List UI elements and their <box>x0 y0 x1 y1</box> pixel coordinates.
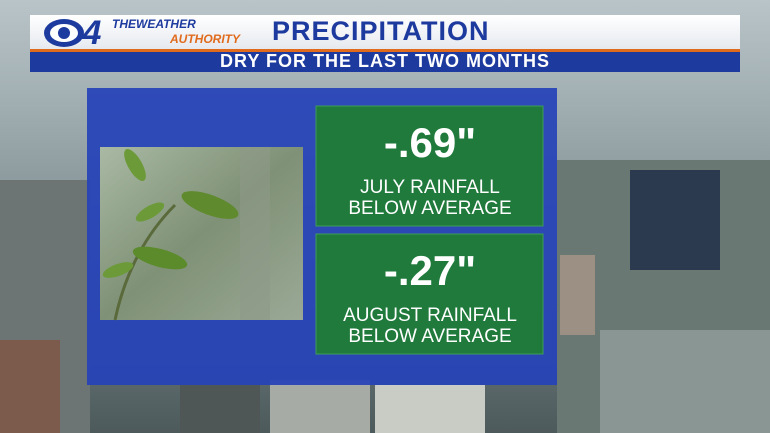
stat-box <box>315 105 544 227</box>
logo-line: AUTHORITY <box>169 32 241 46</box>
stat-label: BELOW AVERAGE <box>348 326 511 347</box>
title-stripe <box>30 49 740 52</box>
stat-label: AUGUST RAINFALL <box>343 305 517 326</box>
logo-line: THEWEATHER <box>112 17 196 31</box>
stat-label: BELOW AVERAGE <box>348 198 511 219</box>
title-bar <box>30 15 740 51</box>
stat-label: JULY RAINFALL <box>360 177 500 198</box>
cityscape <box>0 160 770 433</box>
stat-value: -.27" <box>384 247 476 294</box>
subtitle-bar <box>30 52 740 72</box>
title: PRECIPITATION <box>272 16 490 46</box>
stat-value: -.69" <box>384 119 476 166</box>
logo: 4 THEWEATHER AUTHORITY <box>44 14 241 52</box>
stat-box <box>315 233 544 355</box>
channel-number: 4 <box>82 14 102 52</box>
photo <box>100 147 303 321</box>
subtitle: DRY FOR THE LAST TWO MONTHS <box>220 51 550 71</box>
